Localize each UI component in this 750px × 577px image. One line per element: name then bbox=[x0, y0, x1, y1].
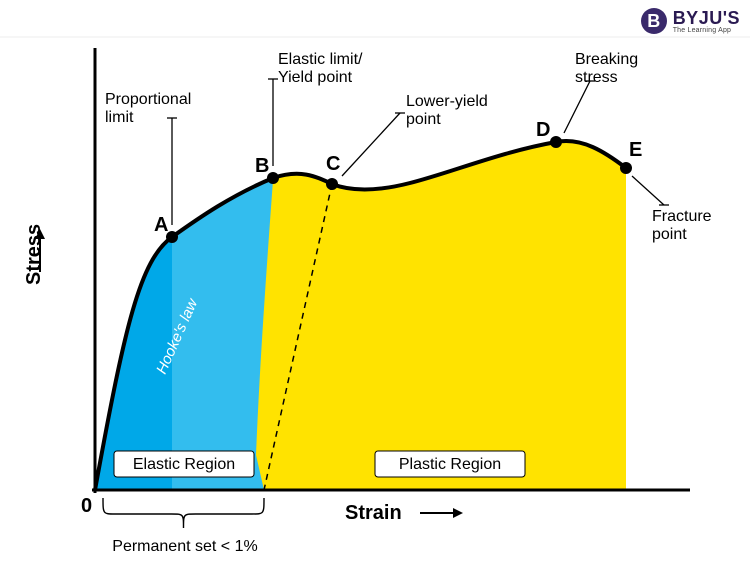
callout-label-E-1: point bbox=[652, 226, 687, 243]
point-label-D: D bbox=[536, 119, 550, 141]
logo: B BYJU'S The Learning App bbox=[641, 8, 740, 34]
callout-line-D bbox=[564, 81, 590, 133]
x-axis-arrow-head-icon bbox=[453, 508, 463, 518]
point-label-E: E bbox=[629, 139, 642, 161]
point-label-C: C bbox=[326, 153, 340, 175]
origin-label: 0 bbox=[81, 495, 92, 517]
logo-mark-icon: B bbox=[641, 8, 667, 34]
callout-label-A-0: Proportional bbox=[105, 91, 191, 108]
callout-line-E bbox=[632, 176, 664, 205]
callout-label-D-1: stress bbox=[575, 69, 618, 86]
permanent-set-label: Permanent set < 1% bbox=[112, 538, 257, 555]
callout-label-B-1: Yield point bbox=[278, 69, 353, 86]
stage: B BYJU'S The Learning App 0Hooke's lawEl… bbox=[0, 0, 750, 577]
point-E bbox=[620, 162, 632, 174]
callout-label-B-0: Elastic limit/ bbox=[278, 51, 363, 68]
callout-label-A-1: limit bbox=[105, 109, 134, 126]
callout-label-E-0: Fracture bbox=[652, 208, 712, 225]
logo-text: BYJU'S The Learning App bbox=[673, 9, 740, 34]
logo-sub: The Learning App bbox=[673, 27, 740, 34]
callout-label-C-1: point bbox=[406, 111, 441, 128]
point-C bbox=[326, 178, 338, 190]
callout-label-C-0: Lower-yield bbox=[406, 93, 488, 110]
point-D bbox=[550, 136, 562, 148]
point-label-B: B bbox=[255, 155, 269, 177]
plastic-region-label: Plastic Region bbox=[399, 456, 501, 473]
permanent-set-brace bbox=[103, 498, 264, 528]
callout-label-D-0: Breaking bbox=[575, 51, 638, 68]
callout-line-C bbox=[342, 113, 400, 176]
logo-main: BYJU'S bbox=[673, 9, 740, 27]
stress-strain-diagram: 0Hooke's lawElastic RegionPlastic Region… bbox=[0, 0, 750, 577]
plastic-region bbox=[256, 141, 626, 490]
elastic-region-label: Elastic Region bbox=[133, 456, 235, 473]
point-label-A: A bbox=[154, 214, 168, 236]
x-axis-label: Strain bbox=[345, 502, 402, 524]
